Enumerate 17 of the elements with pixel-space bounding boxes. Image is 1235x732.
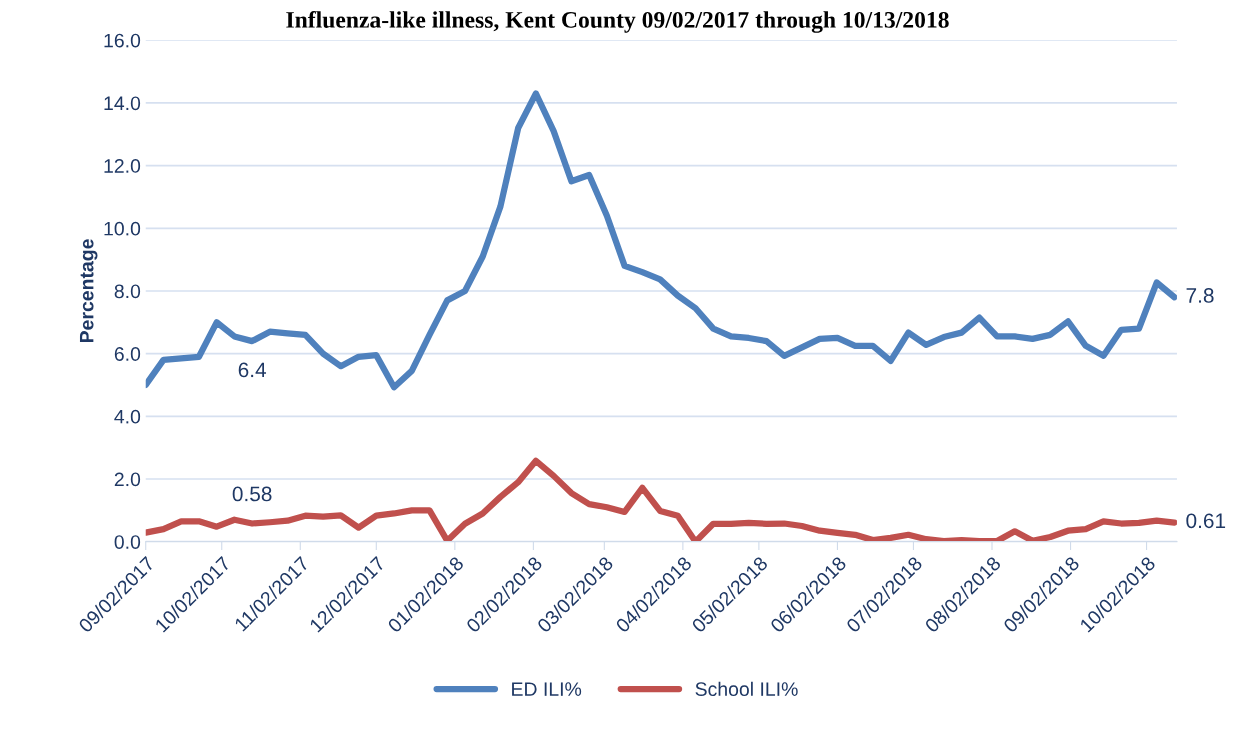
y-tick-label: 2.0 bbox=[114, 472, 141, 487]
y-tick-label: 16.0 bbox=[104, 33, 141, 48]
y-tick-label: 12.0 bbox=[104, 159, 141, 173]
annotation: 0.58 bbox=[232, 486, 272, 502]
y-tick-label: 6.0 bbox=[114, 347, 141, 361]
annotation: 6.4 bbox=[238, 362, 267, 378]
y-axis-title: Percentage bbox=[79, 239, 98, 343]
y-tick-label: 4.0 bbox=[114, 409, 141, 424]
y-tick-label: 10.0 bbox=[104, 221, 141, 236]
annotation: 0.61 bbox=[1186, 513, 1226, 529]
legend-label: ED ILI% bbox=[512, 682, 582, 696]
y-tick-label: 8.0 bbox=[114, 284, 141, 299]
annotation: 7.8 bbox=[1186, 288, 1214, 303]
legend-label: School ILI% bbox=[695, 681, 798, 697]
chart-title: Influenza-like illness, Kent County 09/02/2017 through 10/13/2018 bbox=[286, 10, 949, 33]
y-tick-label: 0.0 bbox=[114, 535, 141, 549]
y-tick-label: 14.0 bbox=[104, 96, 141, 111]
